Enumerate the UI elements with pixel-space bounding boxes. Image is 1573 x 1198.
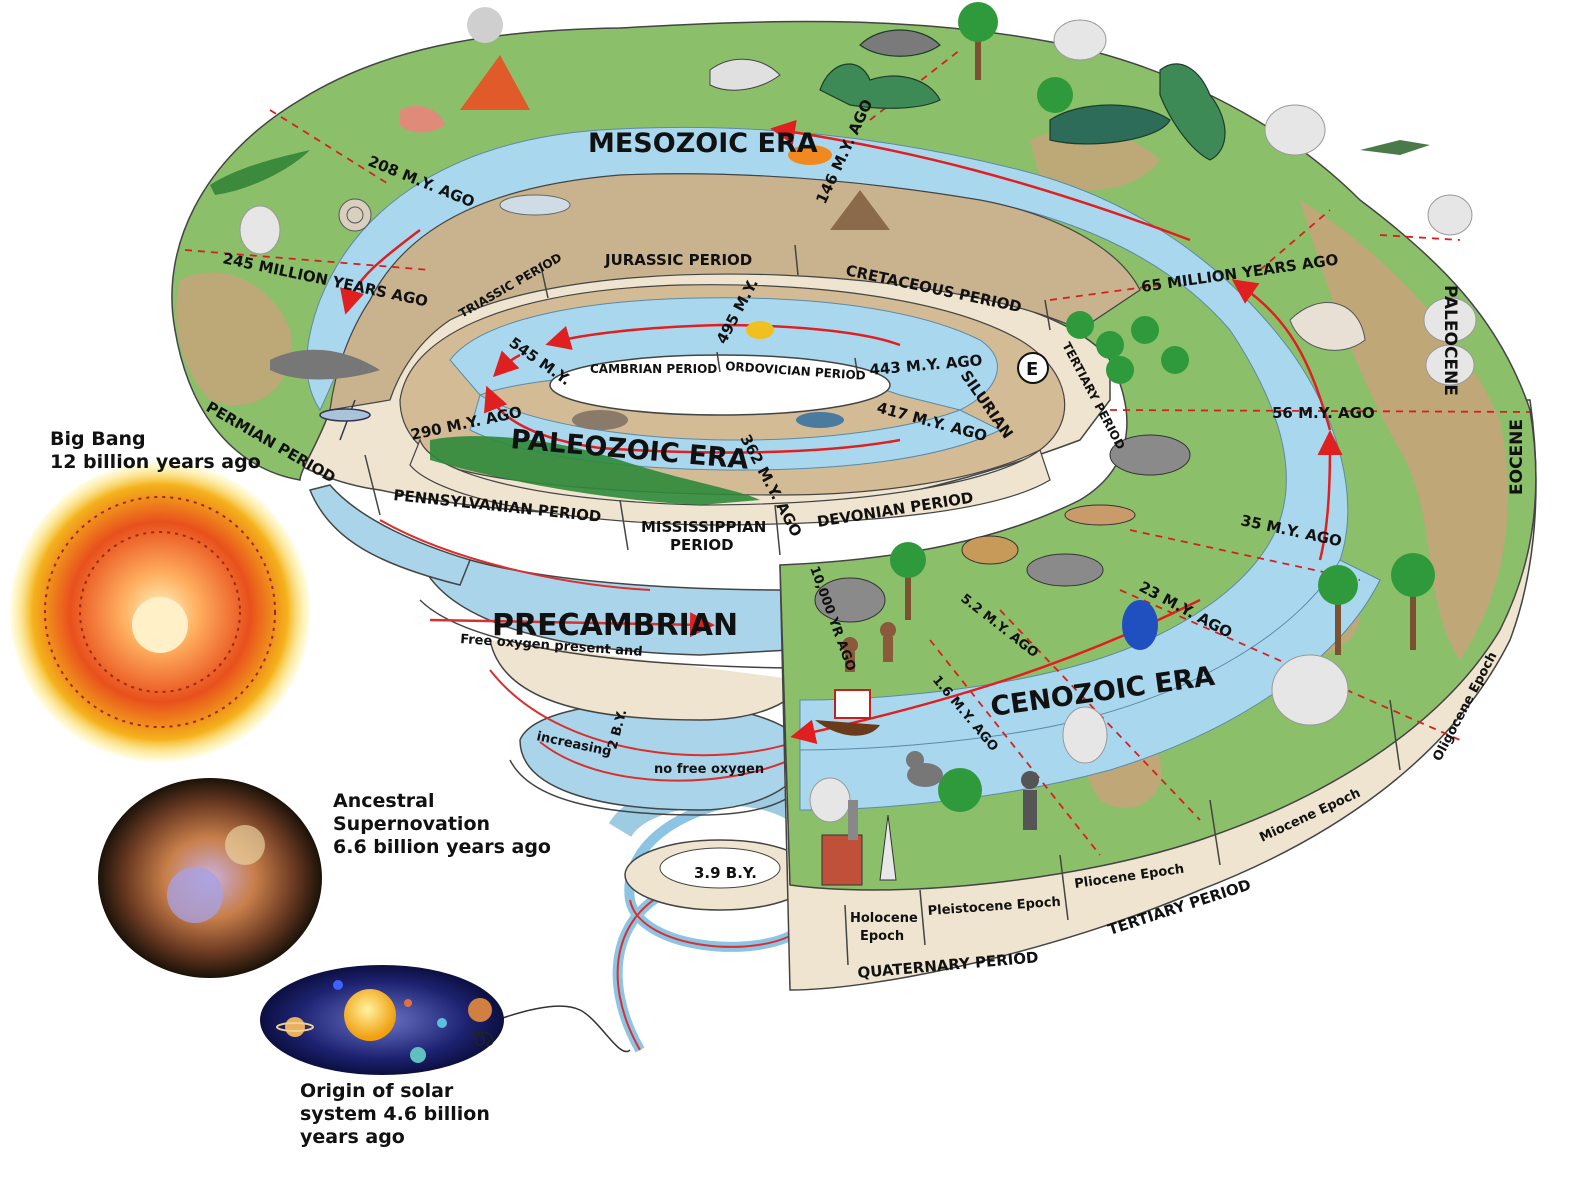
precambrian-coils	[308, 484, 823, 1053]
fish-icon	[499, 145, 1158, 650]
scenery-decorations	[210, 2, 1477, 886]
solar-system-illustration	[260, 965, 504, 1075]
supernova-illustration	[98, 778, 322, 978]
epoch-eocene: EOCENE	[1507, 419, 1527, 495]
era-label-mesozoic: MESOZOIC ERA	[588, 128, 818, 159]
period-mississippian-1: MISSISSIPPIAN	[641, 518, 766, 536]
spiral-platform	[171, 20, 1537, 991]
caption-supernova: Ancestral Supernovation 6.6 billion year…	[333, 790, 551, 858]
note-no-free-oxygen: no free oxygen	[654, 762, 764, 777]
ship-icon	[815, 689, 880, 736]
factory-icon	[821, 800, 863, 886]
spiral-center-hole	[549, 354, 891, 416]
pterosaur-icon	[1360, 140, 1430, 155]
sun-icon	[344, 989, 396, 1041]
caption-big-bang: Big Bang 12 billion years ago	[50, 428, 261, 473]
era-label-precambrian: PRECAMBRIAN	[492, 608, 738, 643]
epoch-holocene-1: Holocene	[850, 911, 918, 926]
epoch-paleocene: PALEOCENE	[1440, 285, 1460, 396]
time-arrows	[340, 119, 1343, 745]
human-figure-icon	[842, 622, 1039, 830]
reptile-icon	[210, 105, 445, 380]
smoke-cloud-icon	[239, 19, 1477, 823]
period-dividers	[364, 244, 1401, 966]
palm-tree-icon	[890, 2, 1435, 655]
planet-icon	[285, 1017, 305, 1037]
volcano-icon	[460, 7, 890, 230]
period-jurassic: JURASSIC PERIOD	[604, 251, 752, 269]
big-bang-illustration	[10, 462, 310, 762]
marker-circle	[1017, 352, 1049, 384]
epoch-holocene-2: Epoch	[860, 929, 904, 944]
ammonite-icon	[338, 198, 1366, 351]
rocket-icon	[879, 814, 897, 881]
period-cambrian: CAMBRIAN PERIOD	[590, 362, 717, 376]
dragonfly-icon	[319, 399, 371, 441]
date-56-my: 56 M.Y. AGO	[1272, 404, 1375, 422]
marker-label: E	[1026, 359, 1038, 380]
period-mississippian-2: PERIOD	[670, 536, 734, 554]
tree-icon	[938, 77, 1189, 812]
mammal-icon	[814, 434, 1191, 623]
bird-icon	[709, 58, 781, 91]
caption-solar-system: Origin of solar system 4.6 billion years…	[300, 1080, 490, 1148]
dinosaur-icon	[819, 29, 1226, 161]
date-3-9-by: 3.9 B.Y.	[694, 864, 757, 882]
